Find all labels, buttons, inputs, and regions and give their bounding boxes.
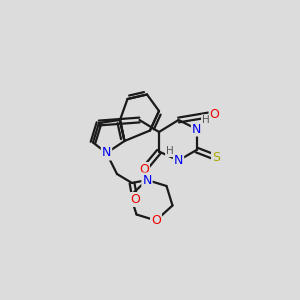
Text: O: O: [151, 214, 161, 227]
Text: N: N: [142, 173, 152, 187]
Text: N: N: [174, 154, 183, 167]
Text: H: H: [166, 146, 173, 157]
Text: O: O: [139, 163, 149, 176]
Text: O: O: [210, 107, 219, 121]
Text: N: N: [192, 122, 201, 136]
Text: O: O: [130, 193, 140, 206]
Text: H: H: [202, 115, 209, 125]
Text: S: S: [212, 151, 220, 164]
Text: N: N: [102, 146, 111, 160]
